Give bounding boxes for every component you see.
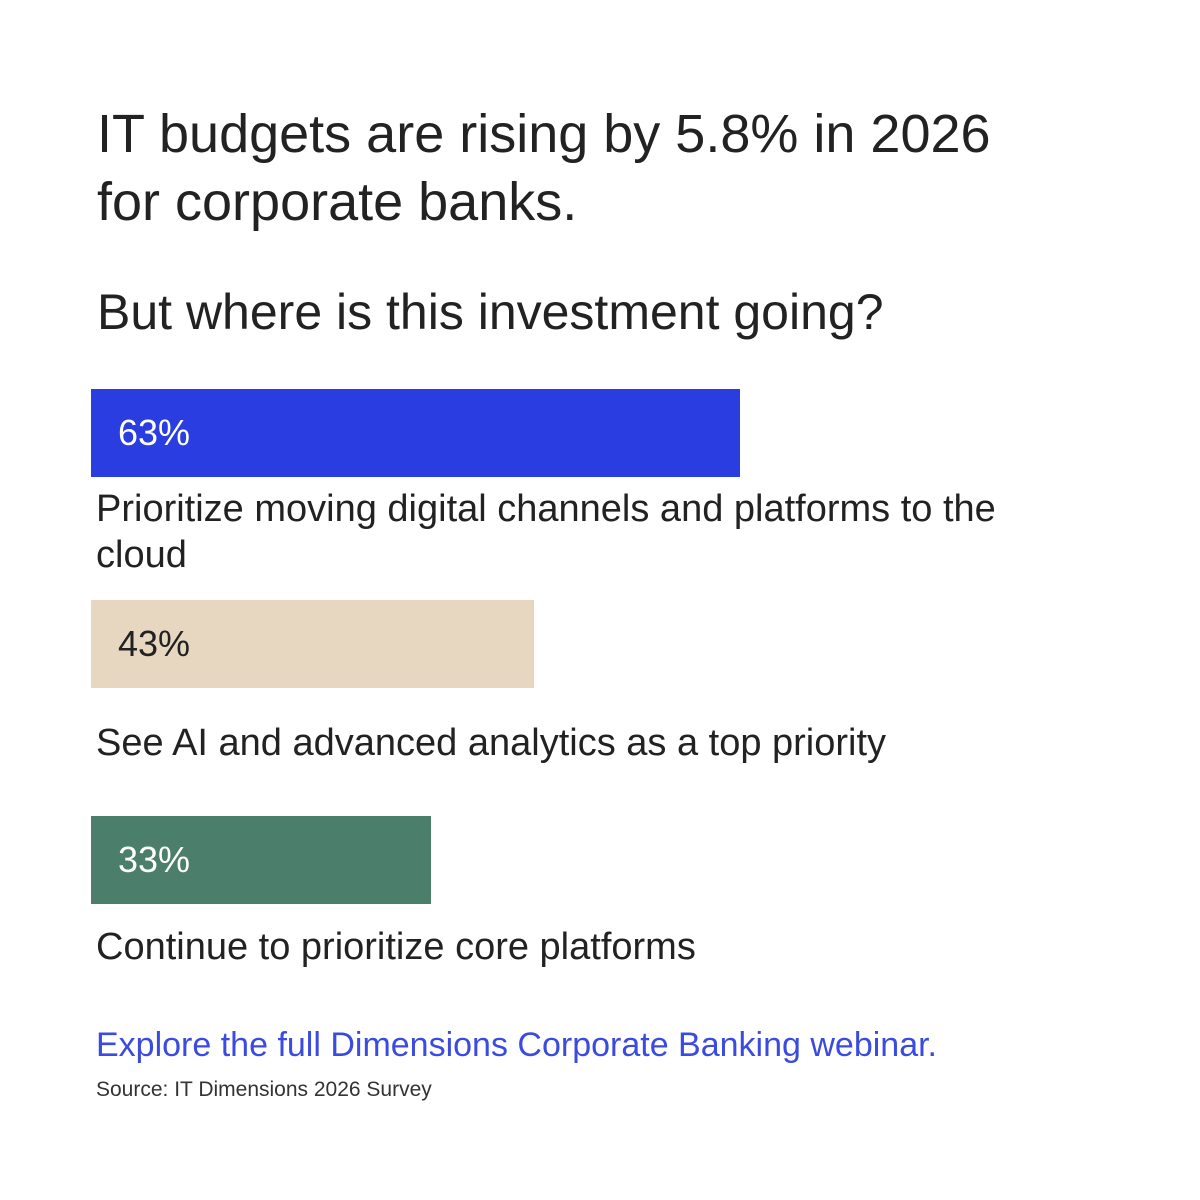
- chart-subtitle: But where is this investment going?: [97, 284, 884, 340]
- category-label: Continue to prioritize core platforms: [96, 926, 696, 968]
- source-note: Source: IT Dimensions 2026 Survey: [96, 1078, 432, 1101]
- category-label: Prioritize moving digital channels and p…: [96, 488, 996, 576]
- bar: [91, 816, 431, 904]
- bar: [91, 389, 740, 477]
- category-label: See AI and advanced analytics as a top p…: [96, 722, 887, 764]
- bar: [91, 600, 534, 688]
- chart-title: IT budgets are rising by 5.8% in 2026 fo…: [97, 104, 991, 232]
- value-label: 33%: [118, 839, 191, 880]
- value-label: 43%: [118, 623, 191, 664]
- value-label: 63%: [118, 412, 191, 453]
- webinar-link[interactable]: Explore the full Dimensions Corporate Ba…: [96, 1026, 938, 1064]
